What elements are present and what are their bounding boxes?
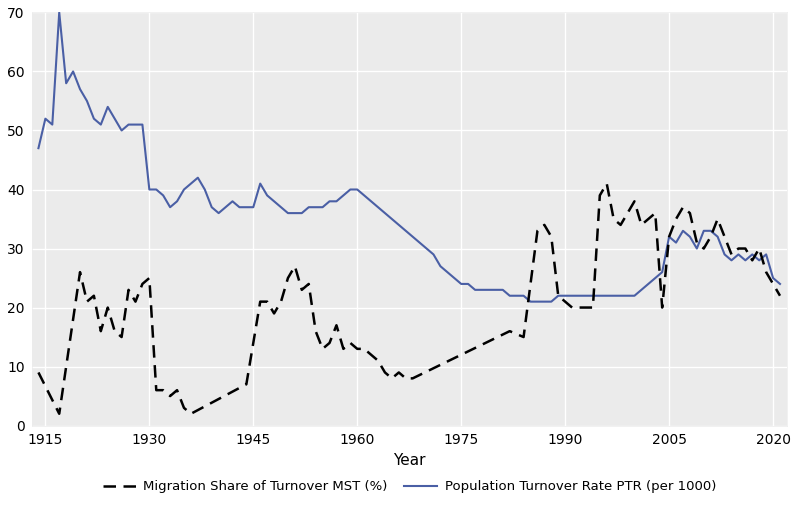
X-axis label: Year: Year — [393, 454, 426, 469]
Legend: Migration Share of Turnover MST (%), Population Turnover Rate PTR (per 1000): Migration Share of Turnover MST (%), Pop… — [102, 481, 716, 494]
